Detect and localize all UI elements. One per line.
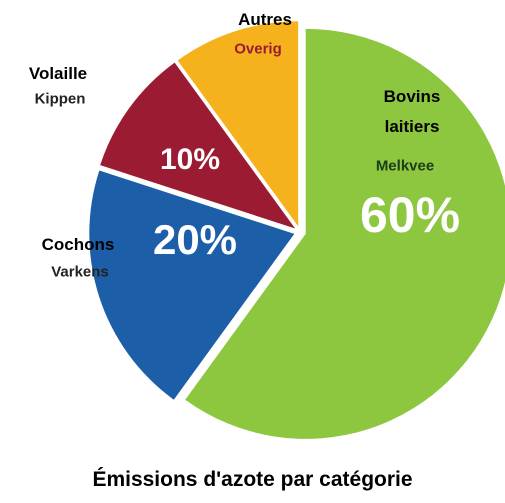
category-label: Cochons: [42, 235, 115, 255]
subcategory-label: Melkvee: [376, 158, 434, 175]
chart: Autres Overig Volaille Kippen Cochons Va…: [0, 0, 505, 503]
chart-title: Émissions d'azote par catégorie: [0, 468, 505, 492]
category-label: Autres: [238, 10, 292, 30]
subcategory-label: Varkens: [51, 264, 109, 281]
category-label: Volaille: [29, 64, 87, 84]
subcategory-label: Kippen: [35, 91, 86, 108]
category-label: Bovins laitiers: [372, 82, 452, 142]
value-label: 60%: [360, 186, 460, 244]
subcategory-label: Overig: [234, 41, 282, 58]
value-label: 10%: [160, 143, 220, 177]
value-label: 20%: [153, 216, 237, 264]
